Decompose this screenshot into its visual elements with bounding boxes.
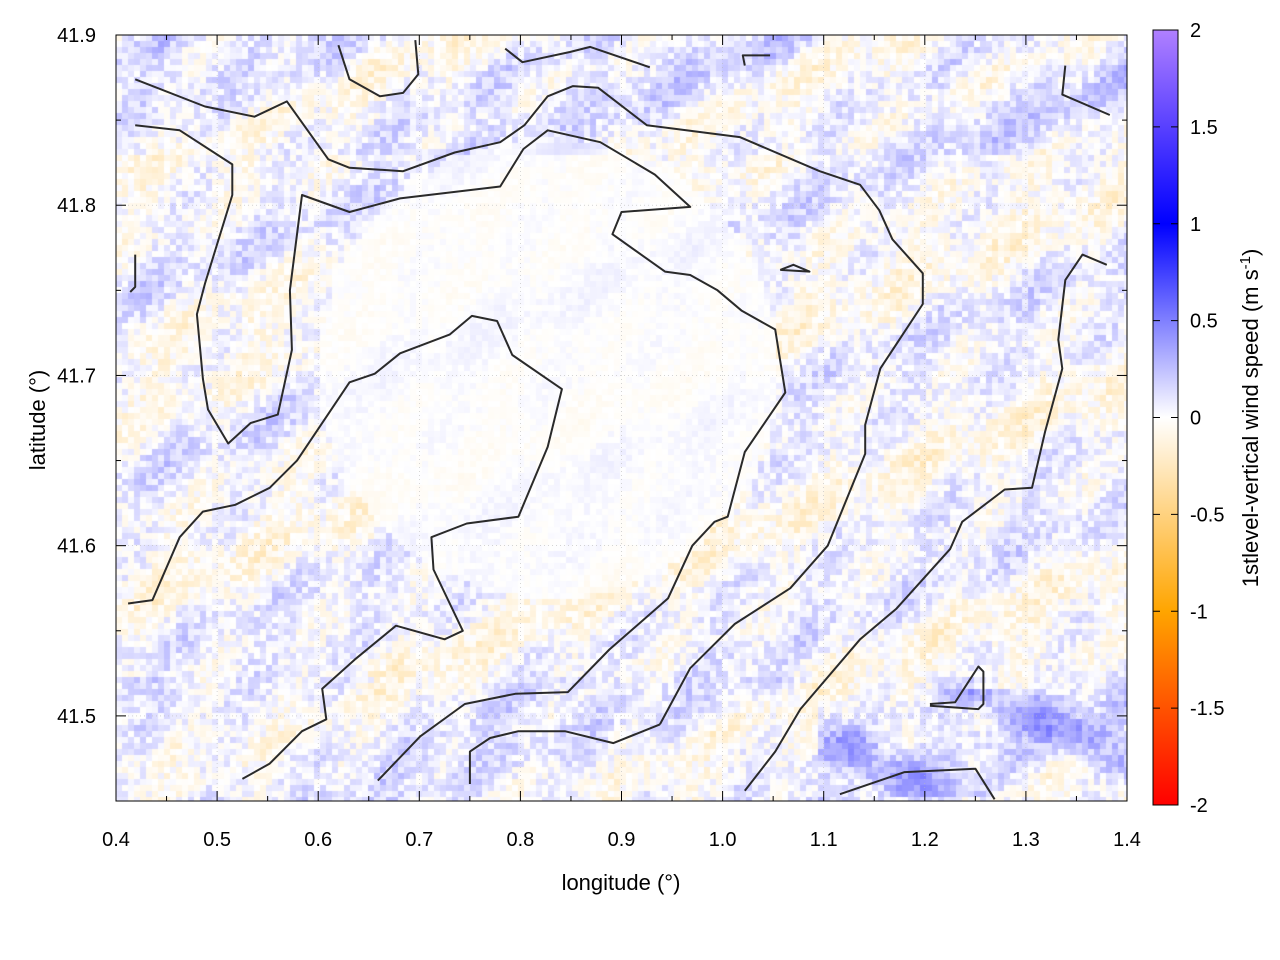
y-tick-label: 41.8 xyxy=(57,195,96,217)
contour-line xyxy=(1061,65,1111,116)
colorbar-tick-label: -0.5 xyxy=(1190,504,1224,526)
x-tick-label: 0.4 xyxy=(102,829,130,851)
contour-line xyxy=(839,767,996,800)
colorbar-label-text: 1stlevel-vertical wind speed (m s xyxy=(1238,269,1263,587)
contour-line xyxy=(779,263,811,273)
y-tick-label: 41.5 xyxy=(57,706,96,728)
contour-line xyxy=(741,54,771,66)
contour-line xyxy=(468,723,661,784)
contour-line xyxy=(337,40,420,98)
colorbar-tick-label: 1.5 xyxy=(1190,117,1218,139)
x-axis-label: longitude (°) xyxy=(562,870,681,895)
x-tick-label: 1.0 xyxy=(709,829,737,851)
y-tick-labels: 41.5 41.6 41.7 41.8 41.9 xyxy=(57,25,96,728)
contour-line xyxy=(134,78,924,725)
colorbar-tick-label: -1.5 xyxy=(1190,698,1224,720)
colorbar-tick-label: 1 xyxy=(1190,214,1201,236)
x-tick-labels: 0.4 0.5 0.6 0.7 0.8 0.9 1.0 1.1 1.2 1.3 1.4 xyxy=(102,829,1141,851)
wind-speed-heatmap xyxy=(116,35,1127,801)
y-tick-label: 41.7 xyxy=(57,365,96,387)
x-tick-label: 1.1 xyxy=(810,829,838,851)
colorbar-tick-label: 0 xyxy=(1190,408,1201,430)
x-tick-label: 0.6 xyxy=(304,829,332,851)
axis-ticks xyxy=(115,34,1128,802)
x-tick-label: 1.2 xyxy=(911,829,939,851)
y-tick-label: 41.9 xyxy=(57,25,96,47)
contour-line xyxy=(127,314,563,780)
x-tick-label: 1.3 xyxy=(1012,829,1040,851)
colorbar-label-close: ) xyxy=(1238,249,1263,256)
x-tick-label: 1.4 xyxy=(1113,829,1141,851)
y-tick-label: 41.6 xyxy=(57,536,96,558)
colorbar-tick-label: -1 xyxy=(1190,601,1208,623)
contour-line xyxy=(744,253,1108,792)
contour-lines xyxy=(127,40,1111,800)
colorbar-tick-label: 0.5 xyxy=(1190,311,1218,333)
contour-line xyxy=(129,254,137,293)
x-tick-label: 0.5 xyxy=(203,829,231,851)
contour-line xyxy=(929,665,985,711)
y-axis-label: latitude (°) xyxy=(25,370,50,471)
contour-line xyxy=(135,124,787,782)
x-tick-label: 0.7 xyxy=(405,829,433,851)
colorbar-label: 1stlevel-vertical wind speed (m s-1) xyxy=(1237,249,1263,588)
contour-line xyxy=(504,45,651,69)
colorbar-tick-label: 2 xyxy=(1190,20,1201,42)
colorbar-tick-label: -2 xyxy=(1190,795,1208,817)
colorbar-label-superscript: -1 xyxy=(1237,256,1254,269)
x-tick-label: 0.9 xyxy=(608,829,636,851)
x-tick-label: 0.8 xyxy=(506,829,534,851)
colorbar-ticks: 2 1.5 1 0.5 0 -0.5 -1 -1.5 -2 xyxy=(1153,20,1224,817)
